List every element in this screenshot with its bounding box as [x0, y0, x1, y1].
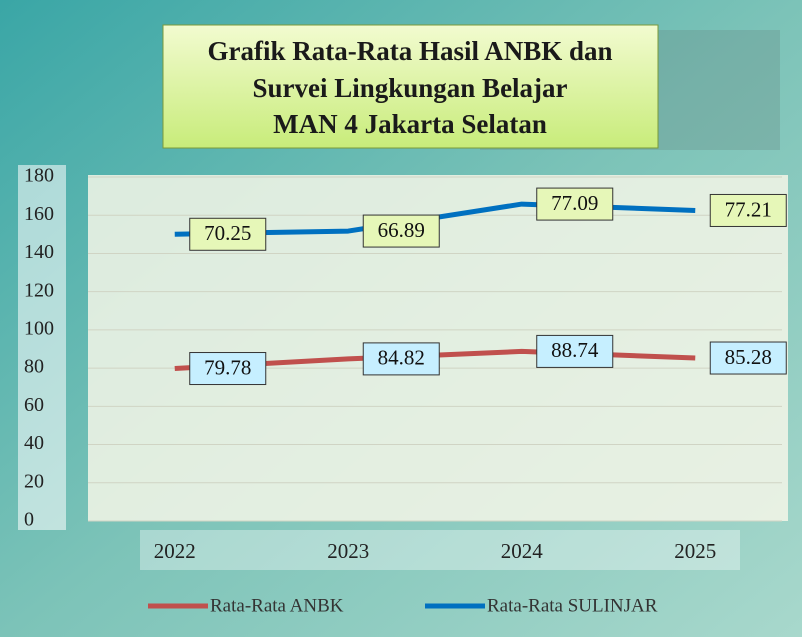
- data-label: 88.74: [551, 338, 599, 362]
- chart-subtitle: Survei Lingkungan Belajar: [252, 73, 567, 103]
- y-tick-label: 140: [24, 241, 54, 263]
- x-tick-label: 2023: [327, 539, 369, 563]
- data-label: 85.28: [725, 345, 772, 369]
- chart: Grafik Rata-Rata Hasil ANBK dan Survei L…: [0, 0, 802, 637]
- x-tick-label: 2022: [154, 539, 196, 563]
- data-label: 66.89: [378, 218, 425, 242]
- data-label: 77.21: [725, 197, 772, 221]
- data-label: 79.78: [204, 355, 251, 379]
- x-tick-label: 2024: [501, 539, 544, 563]
- y-tick-label: 60: [24, 394, 44, 416]
- y-tick-label: 20: [24, 470, 44, 492]
- x-axis-panel: [140, 530, 740, 570]
- y-tick-label: 120: [24, 279, 54, 301]
- legend-label: Rata-Rata SULINJAR: [487, 595, 658, 616]
- y-tick-label: 0: [24, 509, 34, 531]
- data-label: 84.82: [378, 346, 425, 370]
- y-tick-label: 80: [24, 356, 44, 378]
- x-tick-label: 2025: [674, 539, 716, 563]
- y-tick-label: 160: [24, 203, 54, 225]
- chart-subtitle: MAN 4 Jakarta Selatan: [273, 109, 547, 139]
- y-tick-label: 100: [24, 317, 54, 339]
- y-tick-label: 40: [24, 432, 44, 454]
- data-label: 77.09: [551, 191, 598, 215]
- chart-title: Grafik Rata-Rata Hasil ANBK dan: [207, 36, 612, 66]
- y-tick-label: 180: [24, 165, 54, 187]
- data-label: 70.25: [204, 221, 251, 245]
- legend-label: Rata-Rata ANBK: [210, 595, 344, 616]
